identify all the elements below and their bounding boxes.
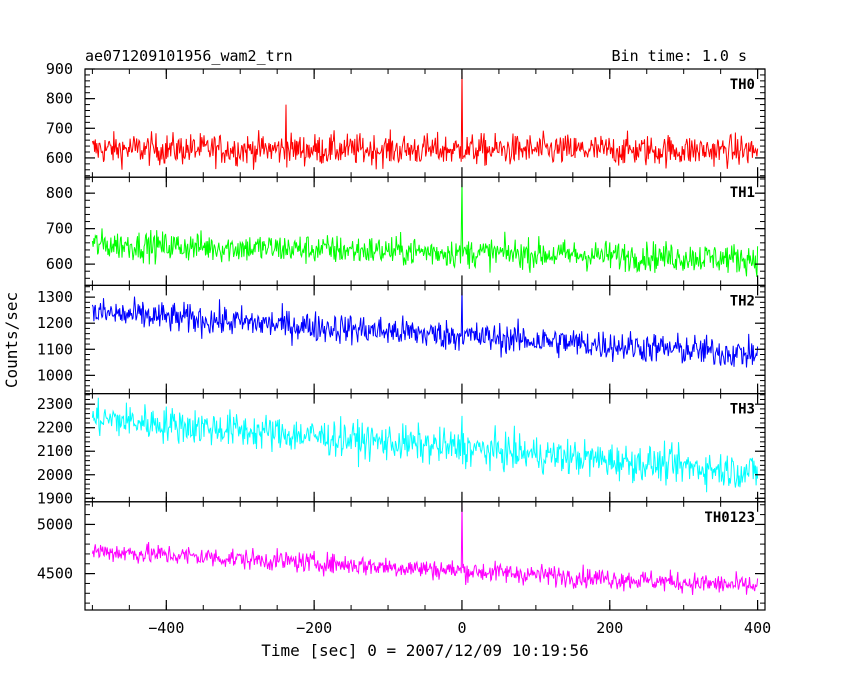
series-line-th0123 [91, 501, 759, 596]
y-tick-label: 1200 [37, 314, 73, 332]
y-tick-label: 600 [46, 149, 73, 167]
series-line-th3 [91, 397, 759, 493]
x-tick-label: 200 [596, 619, 623, 637]
panel-frame [84, 68, 766, 178]
y-tick-label: 800 [46, 90, 73, 108]
series-label-th0123: TH0123 [704, 510, 755, 526]
panel-th0123: 4500 5000 TH0123 [37, 501, 766, 611]
y-tick-label: 4500 [37, 565, 73, 583]
y-tick-label: 2000 [37, 466, 73, 484]
x-axis: −400 −200 0 200 400 [148, 619, 771, 637]
x-tick-label: −400 [148, 619, 184, 637]
series-line-th1 [91, 178, 759, 278]
x-tick-label: −200 [296, 619, 332, 637]
y-tick-label: 1000 [37, 366, 73, 384]
series-line-th2 [91, 285, 759, 368]
y-axis-label: Counts/sec [2, 292, 21, 388]
y-tick-label: 900 [46, 60, 73, 78]
y-tick-label: 700 [46, 220, 73, 238]
series-label-th3: TH3 [730, 402, 755, 418]
series-label-th2: TH2 [730, 293, 755, 309]
y-tick-label: 800 [46, 184, 73, 202]
y-tick-label: 1900 [37, 489, 73, 507]
panel-frame [84, 176, 766, 286]
y-tick-label: 1100 [37, 340, 73, 358]
y-tick-label: 600 [46, 255, 73, 273]
y-tick-label: 2100 [37, 442, 73, 460]
y-tick-label: 700 [46, 119, 73, 137]
series-label-th0: TH0 [730, 77, 755, 93]
y-tick-label: 2300 [37, 395, 73, 413]
x-tick-label: 0 [457, 619, 466, 637]
x-tick-label: 400 [744, 619, 771, 637]
series-label-th1: TH1 [730, 185, 755, 201]
panel-th2: 1000 1100 1200 1300 TH2 [37, 284, 766, 395]
panel-th3: 1900 2000 2100 2200 2300 TH3 [37, 393, 766, 507]
panel-frame [84, 393, 766, 503]
y-tick-label: 1300 [37, 288, 73, 306]
chart-title: ae071209101956_wam2_trn [85, 47, 293, 65]
y-tick-label: 5000 [37, 515, 73, 533]
chart-subtitle: Bin time: 1.0 s [612, 47, 747, 65]
series-line-th0 [91, 68, 759, 170]
panel-th0: 600 700 800 900 TH0 [46, 60, 766, 178]
y-tick-label: 2200 [37, 419, 73, 437]
x-axis-label: Time [sec] 0 = 2007/12/09 10:19:56 [261, 641, 589, 660]
panel-th1: 600 700 800 TH1 [46, 176, 766, 286]
